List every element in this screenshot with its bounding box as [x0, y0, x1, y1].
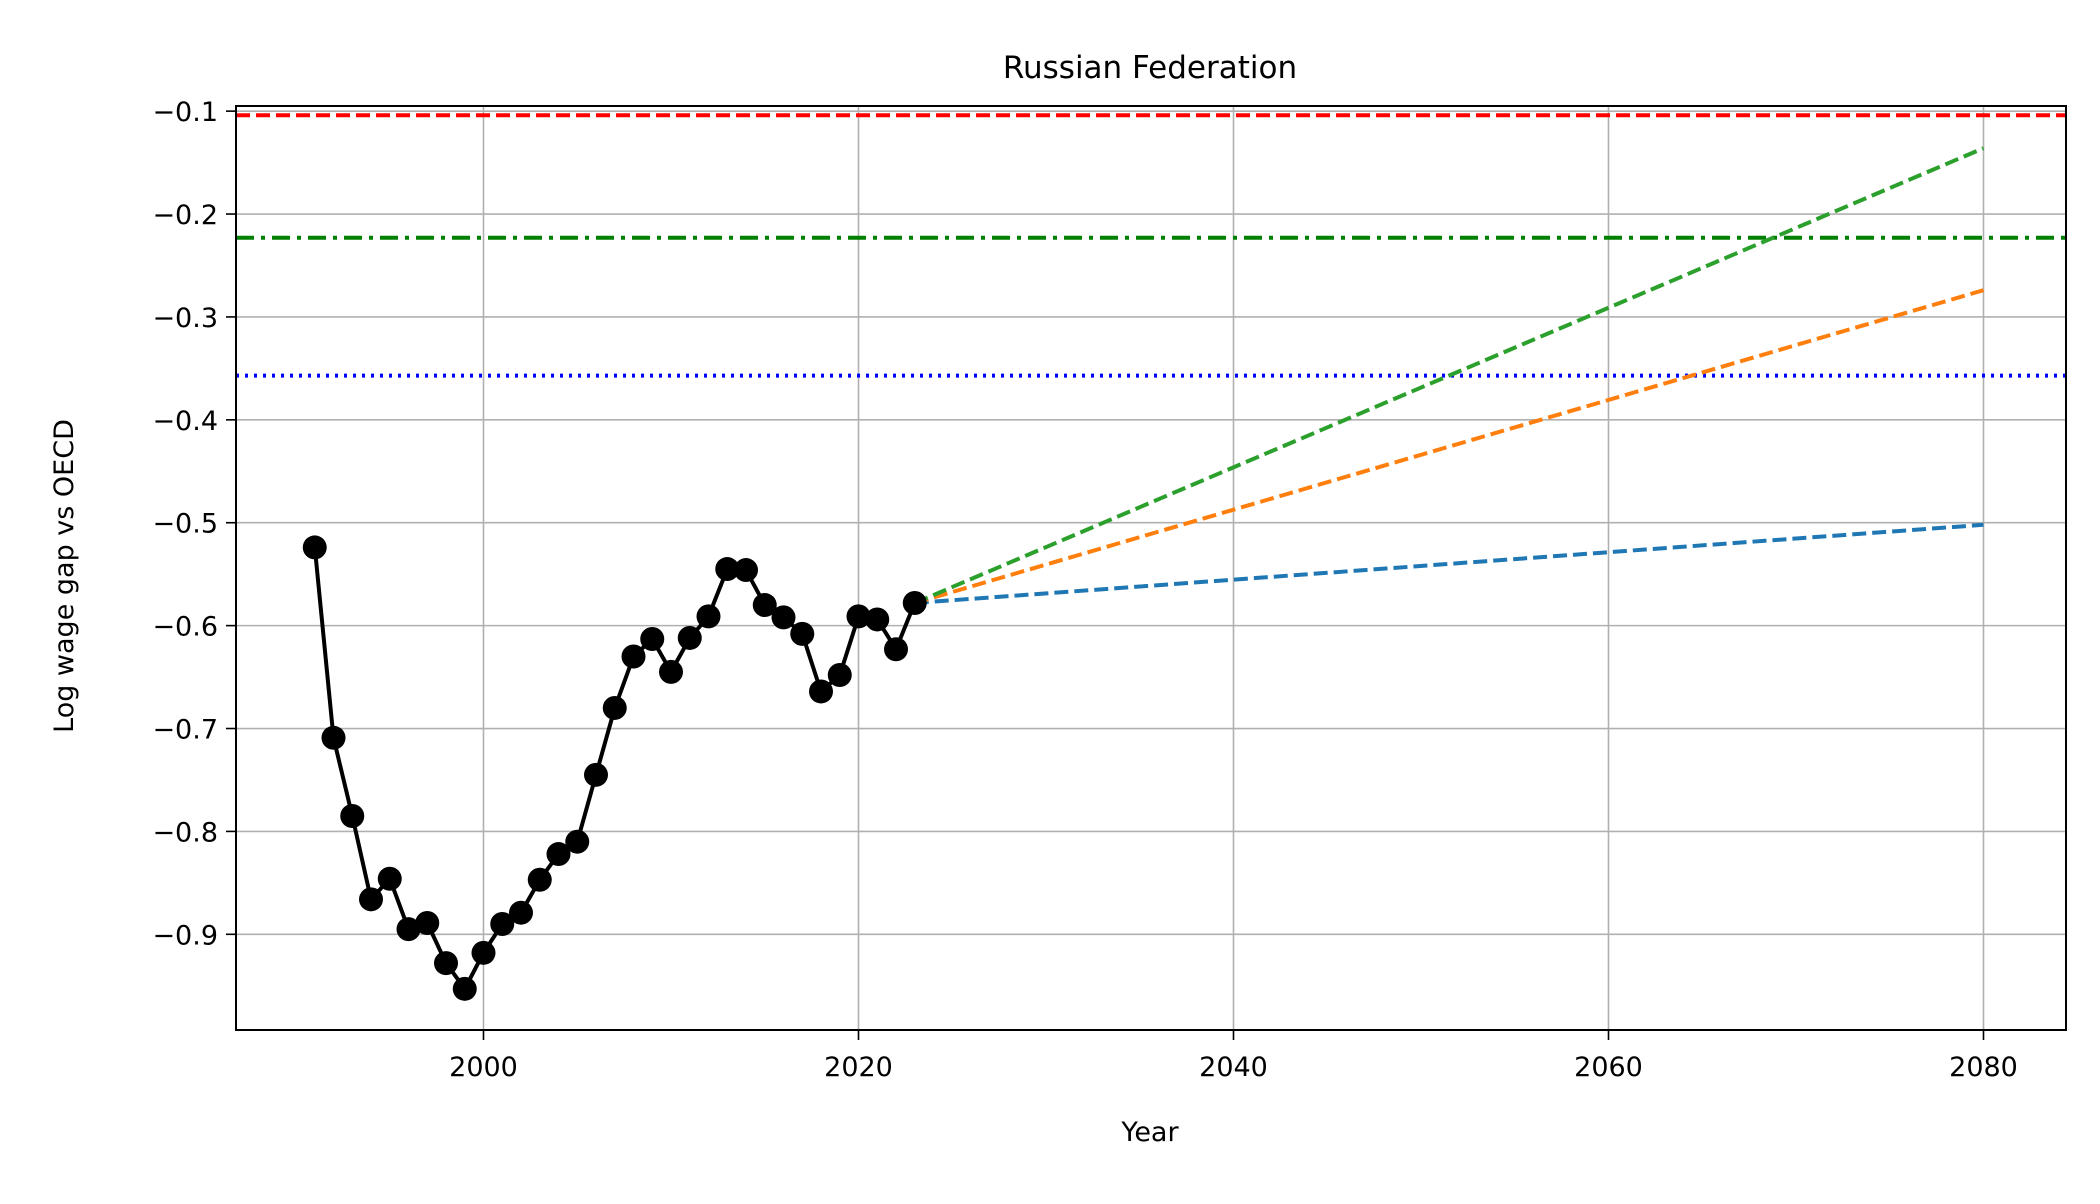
data-point	[846, 604, 871, 629]
y-axis-ticks: −0.1 −0.2 −0.3 −0.4 −0.5 −0.6 −0.7 −0.8 −0.9	[152, 97, 236, 951]
x-tick-label: 2020	[824, 1052, 893, 1083]
data-point	[377, 866, 402, 891]
data-point	[640, 626, 665, 651]
data-point	[752, 593, 777, 618]
data-point	[621, 644, 646, 669]
data-point	[659, 659, 683, 684]
data-point	[302, 535, 327, 560]
data-point	[509, 900, 533, 925]
data-point	[490, 912, 515, 937]
y-tick-label: −0.6	[152, 612, 218, 643]
projection-lines	[913, 146, 1985, 605]
y-tick-label: −0.4	[152, 406, 218, 437]
data-point	[677, 625, 702, 650]
data-point	[527, 867, 552, 892]
y-tick-label: −0.9	[152, 920, 218, 951]
data-point	[734, 558, 758, 583]
data-point	[340, 803, 365, 828]
data-point	[565, 829, 590, 854]
x-axis-label: Year	[1120, 1117, 1179, 1148]
x-tick-label: 2080	[1949, 1052, 2018, 1083]
y-tick-label: −0.8	[152, 817, 218, 848]
data-point	[902, 590, 927, 615]
y-axis-label: Log wage gap vs OECD	[49, 419, 80, 733]
data-point	[396, 917, 421, 942]
data-point	[415, 910, 440, 935]
data-point	[771, 605, 796, 630]
y-tick-label: −0.1	[152, 97, 218, 128]
data-point	[865, 607, 890, 632]
projection-line	[914, 522, 1984, 605]
data-point	[809, 679, 833, 704]
data-point	[696, 604, 721, 629]
data-point	[827, 663, 852, 688]
axes-frame	[235, 105, 2067, 1031]
data-point	[359, 887, 383, 912]
reference-lines	[236, 113, 2066, 378]
data-point	[321, 725, 346, 750]
x-axis-ticks: 2000 2020 2040 2060 2080	[449, 1030, 2018, 1083]
data-point	[884, 637, 908, 662]
data-point	[546, 842, 571, 867]
projection-line	[913, 146, 1985, 605]
y-tick-label: −0.3	[152, 303, 218, 334]
data-point	[602, 695, 627, 720]
grid	[236, 106, 2066, 1030]
projection-line	[914, 288, 1985, 605]
data-point	[452, 976, 477, 1001]
data-point	[471, 940, 496, 965]
data-point	[584, 762, 608, 787]
y-tick-label: −0.5	[152, 509, 218, 540]
historical-series	[302, 535, 927, 1001]
data-point	[434, 951, 458, 976]
x-tick-label: 2060	[1574, 1052, 1643, 1083]
chart-title: Russian Federation	[1003, 50, 1297, 86]
y-tick-label: −0.7	[152, 715, 218, 746]
y-tick-label: −0.2	[152, 200, 218, 231]
data-point	[715, 557, 740, 582]
x-tick-label: 2000	[449, 1052, 518, 1083]
data-point	[790, 621, 815, 646]
x-tick-label: 2040	[1199, 1052, 1268, 1083]
